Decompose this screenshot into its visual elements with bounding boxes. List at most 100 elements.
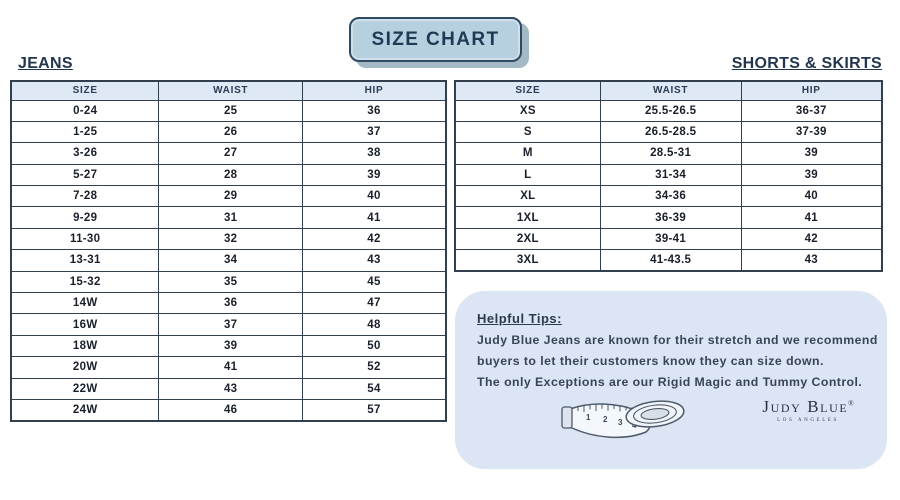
brand-name-text: Judy Blue xyxy=(762,397,849,416)
table-row: 22W 43 54 xyxy=(10,377,447,400)
column-header-size: SIZE xyxy=(454,80,601,101)
table-cell: 47 xyxy=(301,292,447,315)
table-cell: 31-34 xyxy=(599,163,742,187)
column-header-hip: HIP xyxy=(740,80,883,101)
table-row: XL 34-36 40 xyxy=(454,185,883,208)
table-cell: 32 xyxy=(158,227,303,251)
table-row: 3XL 41-43.5 43 xyxy=(454,249,883,272)
table-cell: 26.5-28.5 xyxy=(599,120,742,144)
table-cell: 18W xyxy=(10,334,160,358)
table-cell: 43 xyxy=(301,249,447,272)
table-cell: 7-28 xyxy=(10,185,160,208)
page-title-label: SIZE CHART xyxy=(371,28,500,50)
column-header-size: SIZE xyxy=(10,80,160,101)
table-cell: 29 xyxy=(158,185,303,208)
table-cell: 42 xyxy=(301,227,447,251)
table-cell: 43 xyxy=(158,377,303,400)
table-cell: 45 xyxy=(301,270,447,294)
table-row: XS 25.5-26.5 36-37 xyxy=(454,99,883,122)
table-cell: XL xyxy=(454,185,601,208)
table-cell: 41 xyxy=(158,356,303,379)
table-cell: 34-36 xyxy=(599,185,742,208)
measuring-tape-icon: 1 2 3 4 xyxy=(558,389,688,451)
table-row: 3-26 27 38 xyxy=(10,142,447,165)
table-cell: 20W xyxy=(10,356,160,379)
table-row: 1XL 36-39 41 xyxy=(454,206,883,229)
table-cell: 27 xyxy=(158,142,303,165)
table-cell: 13-31 xyxy=(10,249,160,272)
shorts-skirts-heading: SHORTS & SKIRTS xyxy=(731,55,882,72)
brand-name: Judy Blue® xyxy=(748,397,868,417)
table-row: L 31-34 39 xyxy=(454,163,883,187)
table-cell: 36 xyxy=(158,292,303,315)
jeans-size-table: SIZE WAIST HIP 0-24 25 36 1-25 26 37 3-26 27 38 5… xyxy=(10,80,447,422)
table-cell: 39 xyxy=(158,334,303,358)
table-cell: 25.5-26.5 xyxy=(599,99,742,122)
table-cell: 22W xyxy=(10,377,160,400)
shorts-skirts-size-table: SIZE WAIST HIP XS 25.5-26.5 36-37 S 26.5-28.… xyxy=(454,80,883,273)
column-header-waist: WAIST xyxy=(158,80,303,101)
table-cell: 3XL xyxy=(454,249,601,272)
table-cell: 48 xyxy=(301,313,447,336)
table-header-row: SIZE WAIST HIP xyxy=(10,80,447,101)
table-cell: 42 xyxy=(740,227,883,251)
table-cell: 5-27 xyxy=(10,163,160,187)
table-row: S 26.5-28.5 37-39 xyxy=(454,120,883,144)
table-cell: 38 xyxy=(301,142,447,165)
table-cell: M xyxy=(454,142,601,165)
table-row: 16W 37 48 xyxy=(10,313,447,336)
table-row: 0-24 25 36 xyxy=(10,99,447,122)
table-cell: 41-43.5 xyxy=(599,249,742,272)
table-row: 5-27 28 39 xyxy=(10,163,447,187)
table-cell: 41 xyxy=(740,206,883,229)
table-cell: 36-39 xyxy=(599,206,742,229)
jeans-heading: JEANS xyxy=(18,55,73,72)
table-row: 14W 36 47 xyxy=(10,292,447,315)
table-cell: 41 xyxy=(301,206,447,229)
table-cell: 43 xyxy=(740,249,883,272)
page-title: SIZE CHART xyxy=(349,17,522,62)
table-cell: 2XL xyxy=(454,227,601,251)
table-cell: 15-32 xyxy=(10,270,160,294)
table-cell: 0-24 xyxy=(10,99,160,122)
table-cell: 1-25 xyxy=(10,120,160,144)
table-row: 2XL 39-41 42 xyxy=(454,227,883,251)
table-row: 13-31 34 43 xyxy=(10,249,447,272)
svg-text:2: 2 xyxy=(603,415,608,424)
table-cell: 52 xyxy=(301,356,447,379)
helpful-tips-heading: Helpful Tips: xyxy=(477,311,562,326)
table-cell: L xyxy=(454,163,601,187)
table-cell: 54 xyxy=(301,377,447,400)
table-cell: 39 xyxy=(740,163,883,187)
table-cell: 40 xyxy=(740,185,883,208)
table-cell: 36-37 xyxy=(740,99,883,122)
table-cell: 39 xyxy=(301,163,447,187)
table-cell: 11-30 xyxy=(10,227,160,251)
table-row: M 28.5-31 39 xyxy=(454,142,883,165)
table-row: 18W 39 50 xyxy=(10,334,447,358)
table-cell: 26 xyxy=(158,120,303,144)
brand-subtext: LOS ANGELES xyxy=(777,418,839,423)
table-cell: 14W xyxy=(10,292,160,315)
table-row: 7-28 29 40 xyxy=(10,185,447,208)
table-cell: S xyxy=(454,120,601,144)
helpful-tips-text: Judy Blue Jeans are known for their stre… xyxy=(477,333,878,347)
table-row: 9-29 31 41 xyxy=(10,206,447,229)
judy-blue-logo: Judy Blue® LOS ANGELES xyxy=(748,397,868,423)
column-header-waist: WAIST xyxy=(599,80,742,101)
table-header-row: SIZE WAIST HIP xyxy=(454,80,883,101)
table-row: 11-30 32 42 xyxy=(10,227,447,251)
table-cell: 36 xyxy=(301,99,447,122)
table-cell: 39 xyxy=(740,142,883,165)
registered-mark: ® xyxy=(848,399,854,408)
table-cell: 40 xyxy=(301,185,447,208)
table-cell: 31 xyxy=(158,206,303,229)
table-cell: 1XL xyxy=(454,206,601,229)
helpful-tips-text: buyers to let their customers know they … xyxy=(477,354,824,368)
table-cell: 35 xyxy=(158,270,303,294)
table-cell: 16W xyxy=(10,313,160,336)
table-cell: 46 xyxy=(158,398,303,422)
helpful-tips-text: The only Exceptions are our Rigid Magic … xyxy=(477,375,863,389)
table-cell: 39-41 xyxy=(599,227,742,251)
